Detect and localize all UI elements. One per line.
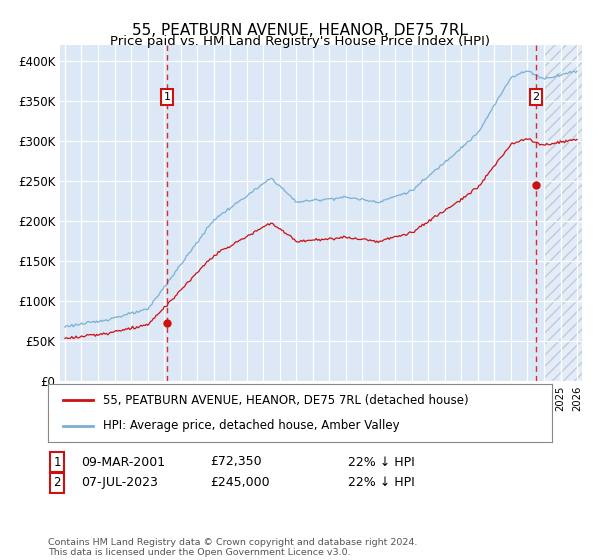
Text: Contains HM Land Registry data © Crown copyright and database right 2024.
This d: Contains HM Land Registry data © Crown c… xyxy=(48,538,418,557)
Text: £72,350: £72,350 xyxy=(210,455,262,469)
Text: 22% ↓ HPI: 22% ↓ HPI xyxy=(348,455,415,469)
Bar xyxy=(544,45,586,381)
Text: 22% ↓ HPI: 22% ↓ HPI xyxy=(348,476,415,489)
Text: 2: 2 xyxy=(532,92,539,102)
Text: Price paid vs. HM Land Registry's House Price Index (HPI): Price paid vs. HM Land Registry's House … xyxy=(110,35,490,49)
Text: 55, PEATBURN AVENUE, HEANOR, DE75 7RL: 55, PEATBURN AVENUE, HEANOR, DE75 7RL xyxy=(132,24,468,38)
Text: £245,000: £245,000 xyxy=(210,476,269,489)
Text: 09-MAR-2001: 09-MAR-2001 xyxy=(81,455,165,469)
Text: 55, PEATBURN AVENUE, HEANOR, DE75 7RL (detached house): 55, PEATBURN AVENUE, HEANOR, DE75 7RL (d… xyxy=(103,394,469,407)
Text: HPI: Average price, detached house, Amber Valley: HPI: Average price, detached house, Ambe… xyxy=(103,419,400,432)
Text: 1: 1 xyxy=(164,92,171,102)
Text: 2: 2 xyxy=(53,476,61,489)
Bar xyxy=(544,45,586,381)
Text: 07-JUL-2023: 07-JUL-2023 xyxy=(81,476,158,489)
Text: 1: 1 xyxy=(53,455,61,469)
